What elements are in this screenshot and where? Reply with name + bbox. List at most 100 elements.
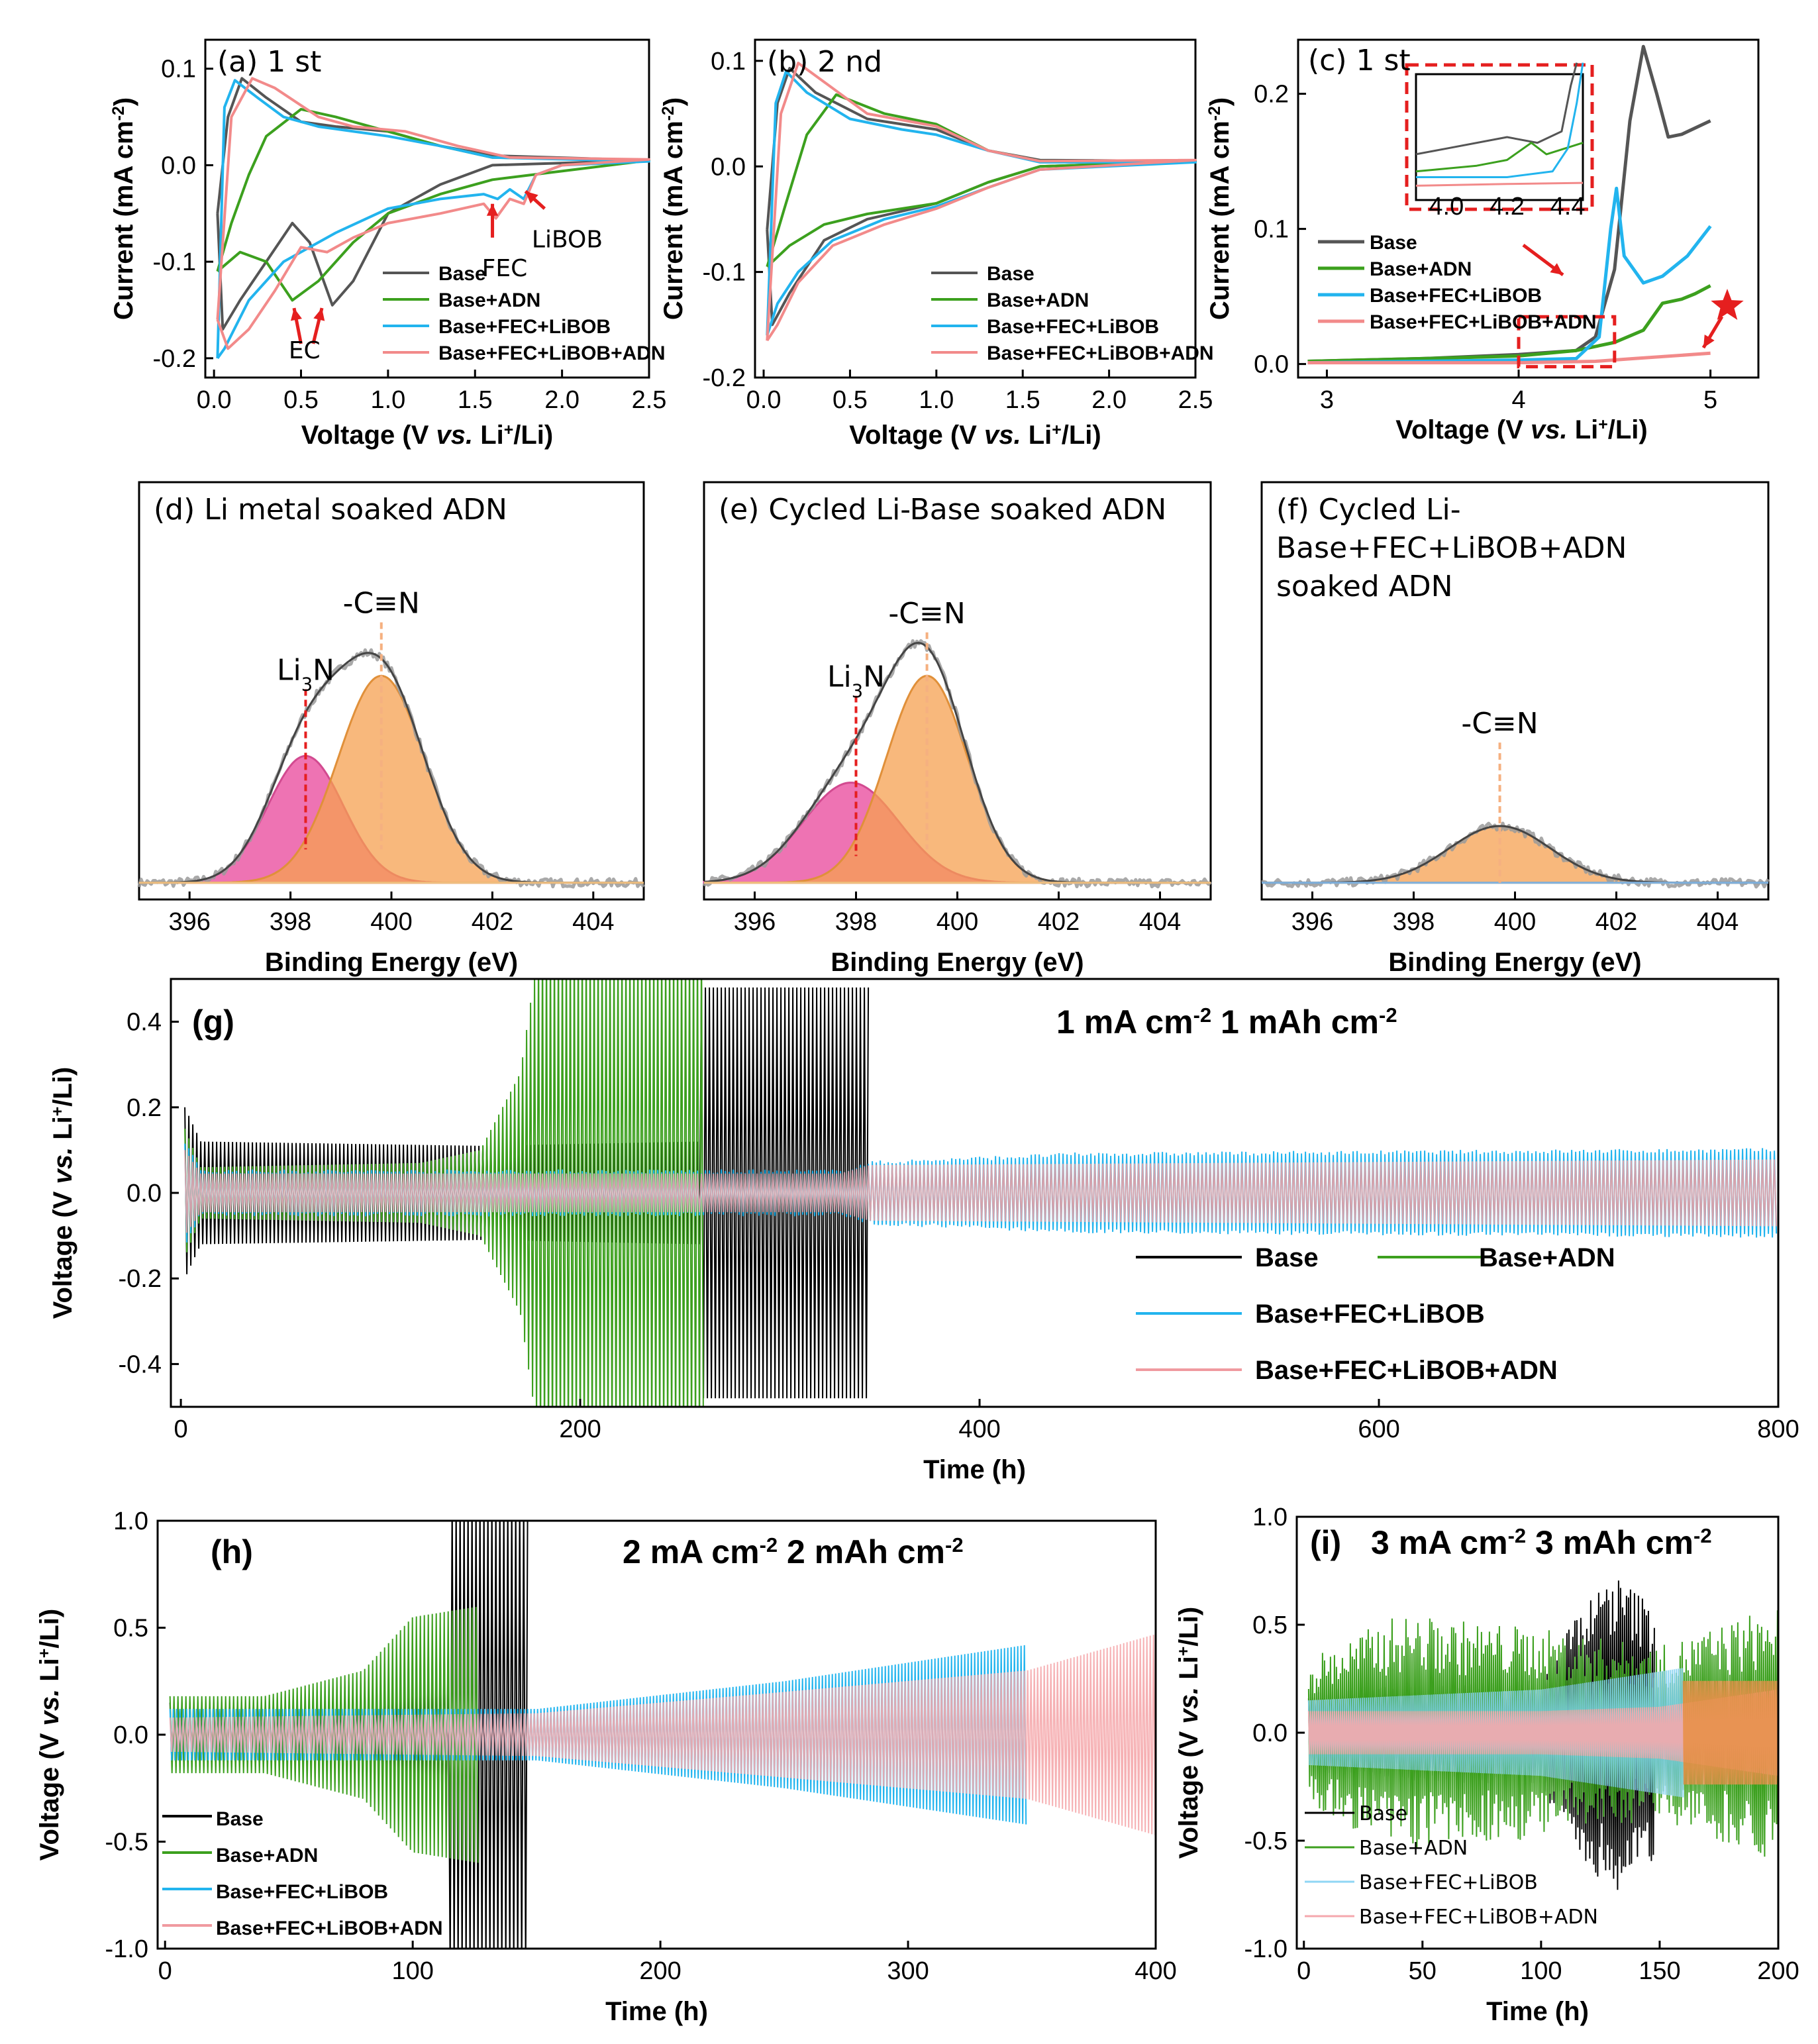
legend-label: Base+ADN (987, 289, 1089, 311)
y-tick-label: -0.2 (119, 1265, 162, 1293)
y-tick-label: 0.0 (126, 1180, 162, 1207)
series-overlap (1682, 1680, 1778, 1785)
inset-feclibob (1416, 62, 1584, 178)
legend-label: Base (987, 263, 1035, 285)
x-tick-label: 404 (1697, 908, 1739, 936)
x-tick-label: 400 (370, 908, 412, 936)
x-tick-label: 100 (1520, 1957, 1562, 1985)
legend-label: Base (1359, 1802, 1407, 1825)
x-tick-label: 2.0 (544, 386, 580, 414)
y-tick-label: 0.0 (113, 1721, 148, 1749)
y-tick-label: -0.5 (105, 1829, 148, 1857)
annotation-arrowhead (525, 191, 538, 204)
x-tick-label: 402 (1595, 908, 1637, 936)
x-tick-label: 5 (1703, 386, 1717, 414)
y-axis-label: Current (mA cm-2) (1205, 97, 1235, 320)
legend-label: Base+FEC+LiBOB+ADN (1255, 1356, 1558, 1385)
x-tick-label: 0.0 (746, 386, 782, 414)
legend-label: Base+ADN (1479, 1243, 1615, 1272)
x-tick-label: 398 (1393, 908, 1435, 936)
plot-frame (204, 38, 650, 379)
panel-e: 396 398 400 402 404 Li3N-C≡N (e) Cycled Li-Bas… (702, 481, 1212, 977)
y-tick-label: -0.4 (119, 1351, 162, 1378)
x-tick-label: 100 (391, 1957, 433, 1985)
x-tick-label: 0.5 (283, 386, 319, 414)
y-axis-label: Voltage (V vs. Li+/Li) (35, 1609, 64, 1861)
y-tick-label: -1.0 (1244, 1935, 1288, 1963)
y-tick-label: 0.5 (113, 1615, 148, 1643)
x-tick-label: 0 (1297, 1957, 1311, 1985)
annotation-libob: LiBOB (532, 226, 603, 253)
y-tick-label: 0.0 (1252, 1719, 1288, 1747)
x-tick-label: 2.5 (632, 386, 667, 414)
panel-title: (h) (211, 1533, 253, 1570)
annotation-fec: FEC (482, 255, 528, 282)
x-tick-label: 200 (639, 1957, 681, 1985)
x-tick-label: 398 (270, 908, 311, 936)
x-tick-label: 600 (1358, 1415, 1399, 1443)
x-tick-label: 0.0 (197, 386, 232, 414)
x-axis-label: Voltage (V vs. Li+/Li) (301, 421, 553, 450)
x-tick-label: 404 (572, 908, 614, 936)
y-tick-label: -0.2 (703, 364, 746, 392)
y-tick-label: -0.2 (153, 345, 196, 373)
inset-adn (1415, 142, 1584, 173)
x-tick-label: 200 (559, 1415, 601, 1443)
series-adn (169, 1607, 479, 1863)
test-condition: 2 mA cm-2 2 mAh cm-2 (623, 1533, 964, 1571)
x-tick-label: 3 (1320, 386, 1334, 414)
y-tick-label: -0.1 (703, 259, 746, 287)
x-axis-label: Binding Energy (eV) (265, 948, 518, 977)
x-tick-label: 0.5 (833, 386, 868, 414)
y-axis-label: Voltage (V vs. Li+/Li) (1174, 1607, 1203, 1859)
panel-g: 0 200 400 600 800 -0.4 -0.2 0.0 0.2 0.4 Time (h) Vo… (48, 978, 1799, 1484)
peak-label: -C≡N (1461, 707, 1538, 741)
x-tick-label: 1.0 (919, 386, 954, 414)
test-condition: 1 mA cm-2 1 mAh cm-2 (1056, 1003, 1397, 1041)
x-axis-label: Binding Energy (eV) (831, 948, 1084, 977)
legend-label: Base+FEC+LiBOB+ADN (987, 342, 1214, 364)
legend-label: Base+FEC+LiBOB+ADN (1370, 311, 1597, 333)
x-tick-label: 402 (472, 908, 513, 936)
legend-label: Base+ADN (1370, 258, 1472, 280)
zoom-box (1517, 315, 1617, 369)
x-tick-label: 402 (1038, 908, 1080, 936)
raw-spectrum (702, 639, 1212, 889)
panel-f: 396 398 400 402 404 -C≡N (f) Cycled Li- Base+FE… (1260, 481, 1770, 977)
annotation-arrowhead (290, 308, 302, 321)
y-tick-label: 1.0 (1252, 1504, 1288, 1531)
peak-1 (139, 674, 644, 884)
x-axis-label: Voltage (V vs. Li+/Li) (1395, 415, 1647, 444)
inset-frame (1415, 73, 1584, 201)
test-condition: 3 mA cm-2 3 mAh cm-2 (1371, 1524, 1712, 1562)
x-tick-label: 800 (1757, 1415, 1799, 1443)
legend-label: Base+FEC+LiBOB (1359, 1871, 1538, 1894)
y-tick-label: 0.0 (161, 152, 196, 179)
series-group (184, 979, 1778, 1407)
peak-label: -C≡N (888, 597, 965, 631)
series-all (169, 1635, 1156, 1835)
x-tick-label: 396 (1291, 908, 1333, 936)
legend-label: Base+FEC+LiBOB+ADN (1359, 1906, 1598, 1929)
legend-label: Base+ADN (216, 1845, 318, 1866)
legend-label: Base (216, 1808, 264, 1830)
y-tick-label: 0.5 (1252, 1611, 1288, 1639)
y-tick-label: -1.0 (105, 1935, 148, 1963)
panel-i: 0 50 100 150 200 -1.0 -0.5 0.0 0.5 1.0 Time (h) Vol… (1174, 1504, 1799, 2026)
panel-b: 0.0 0.5 1.0 1.5 2.0 2.5 -0.2 -0.1 0.0 0.1 (b) 2 nd… (659, 38, 1214, 450)
peak-label: Li3N (277, 653, 334, 695)
panel-title: (e) Cycled Li-Base soaked ADN (719, 493, 1166, 527)
legend-label: Base+FEC+LiBOB (1255, 1300, 1485, 1329)
inset-tick-label: 4.4 (1550, 193, 1586, 221)
legend-label: Base+ADN (1359, 1837, 1468, 1860)
panel-a: 0.0 0.5 1.0 1.5 2.0 2.5 -0.2 -0.1 0.0 0.1 (a) 1 st… (109, 38, 667, 450)
series-feclibob (766, 70, 1197, 336)
series-feclibob (1307, 186, 1712, 365)
y-tick-label: 0.2 (1254, 81, 1289, 109)
y-tick-label: 0.1 (711, 48, 746, 76)
x-tick-label: 1.0 (370, 386, 405, 414)
x-tick-label: 396 (168, 908, 210, 936)
x-tick-label: 50 (1409, 1957, 1437, 1985)
y-tick-label: 0.0 (711, 153, 746, 181)
